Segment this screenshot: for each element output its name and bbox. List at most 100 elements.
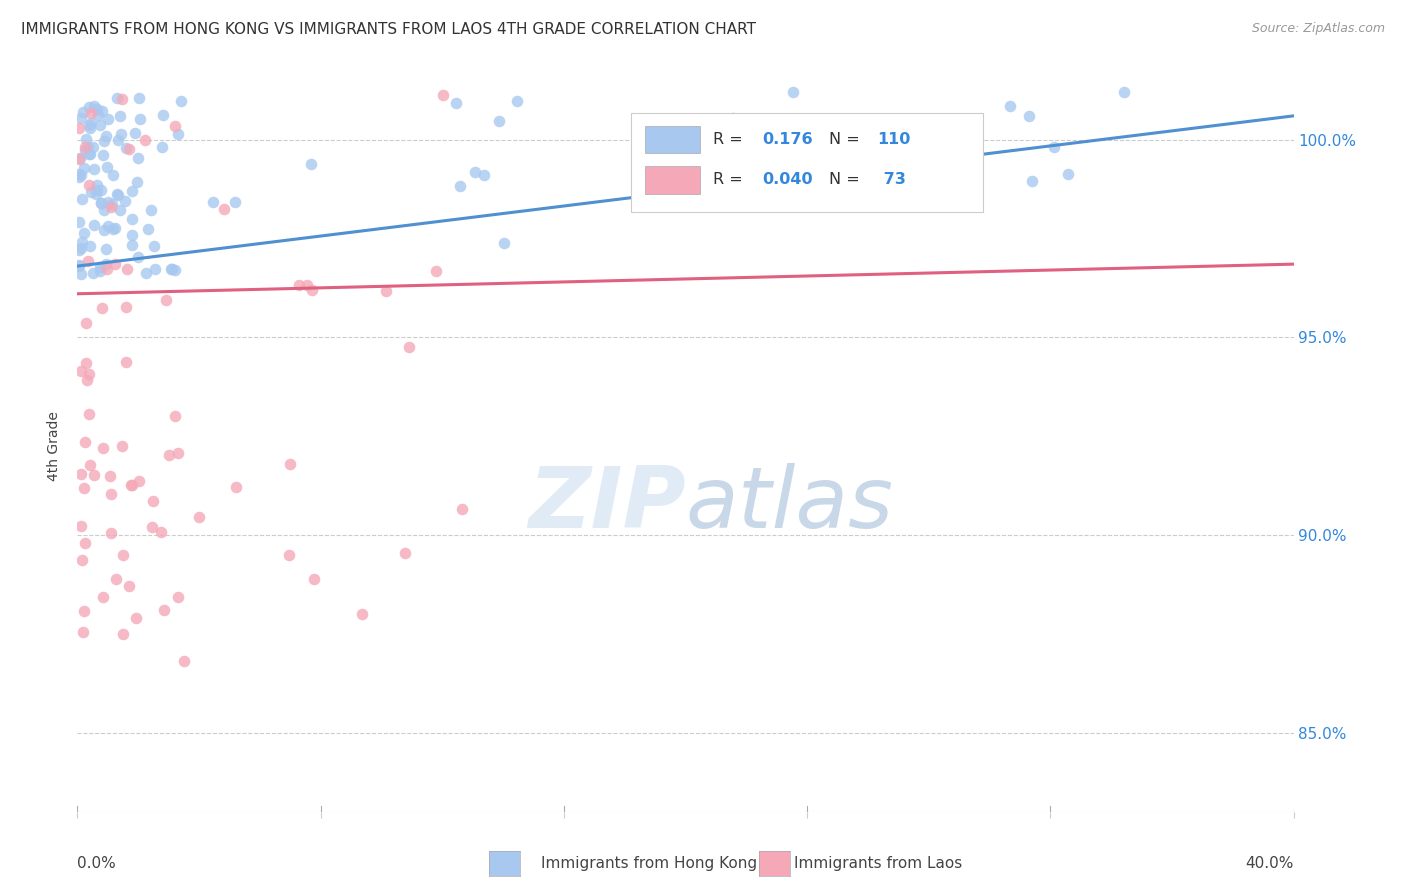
Point xyxy=(374,284,396,298)
Point xyxy=(67,121,90,136)
Point xyxy=(278,457,301,471)
Point xyxy=(124,126,146,140)
Text: R =: R = xyxy=(713,172,748,187)
Point xyxy=(149,524,172,539)
Point xyxy=(114,194,136,209)
Point xyxy=(167,446,190,460)
Point xyxy=(91,104,114,119)
Point xyxy=(98,468,121,483)
Point xyxy=(110,127,132,141)
Point xyxy=(163,409,186,423)
Point xyxy=(163,262,186,277)
Point xyxy=(67,243,90,257)
Point xyxy=(72,553,94,567)
Point xyxy=(69,267,91,281)
Point xyxy=(96,161,118,175)
Point xyxy=(84,187,107,202)
Point xyxy=(136,222,159,236)
Point xyxy=(79,238,101,252)
Point xyxy=(77,146,100,161)
Point xyxy=(352,607,374,621)
Point xyxy=(278,548,301,562)
Point xyxy=(69,241,91,255)
Point xyxy=(128,91,150,105)
Point xyxy=(83,219,105,233)
Point xyxy=(143,261,166,276)
Point xyxy=(93,134,115,148)
Point xyxy=(505,95,527,109)
Point xyxy=(394,546,416,560)
Point xyxy=(1043,139,1066,153)
Bar xyxy=(645,126,700,153)
Point xyxy=(301,283,323,297)
Point xyxy=(128,112,150,127)
Point xyxy=(70,235,93,250)
Point xyxy=(96,261,118,276)
Point xyxy=(77,178,100,192)
Text: Source: ZipAtlas.com: Source: ZipAtlas.com xyxy=(1251,22,1385,36)
Point xyxy=(73,143,96,157)
Text: N =: N = xyxy=(830,132,865,147)
Point xyxy=(160,261,183,276)
Point xyxy=(115,300,138,314)
Point xyxy=(143,239,166,253)
Point xyxy=(157,448,180,462)
Point xyxy=(97,112,120,126)
Point xyxy=(120,478,142,492)
Point xyxy=(101,222,124,236)
Point xyxy=(75,132,97,146)
Point xyxy=(77,407,100,421)
Point xyxy=(449,178,471,193)
Point xyxy=(94,128,117,143)
Point xyxy=(721,111,744,125)
Text: atlas: atlas xyxy=(686,463,893,546)
Point xyxy=(1057,167,1080,181)
Point xyxy=(297,278,319,293)
Point xyxy=(93,202,115,217)
Point xyxy=(75,356,97,370)
Text: 0.176: 0.176 xyxy=(762,132,813,147)
Point xyxy=(114,141,136,155)
Point xyxy=(72,104,94,119)
Point xyxy=(91,301,114,316)
Point xyxy=(89,118,111,132)
Point xyxy=(105,573,128,587)
Point xyxy=(108,203,131,218)
Point xyxy=(70,467,93,482)
Point xyxy=(97,195,120,210)
Point xyxy=(79,367,101,381)
Point xyxy=(90,183,112,197)
Point xyxy=(86,183,108,197)
Point xyxy=(82,266,104,280)
Point xyxy=(163,119,186,133)
Point xyxy=(134,133,156,147)
Y-axis label: 4th Grade: 4th Grade xyxy=(48,411,62,481)
Point xyxy=(104,221,127,235)
Text: R =: R = xyxy=(713,132,748,147)
Point xyxy=(73,161,96,175)
Point xyxy=(188,509,211,524)
Point xyxy=(114,355,136,369)
Point xyxy=(141,202,163,217)
Point xyxy=(225,480,247,494)
Point xyxy=(96,243,118,257)
Point xyxy=(94,257,117,271)
Point xyxy=(135,267,157,281)
Point xyxy=(75,317,97,331)
Point xyxy=(128,475,150,489)
Point xyxy=(1112,85,1135,99)
Point xyxy=(118,142,141,156)
Point xyxy=(492,235,515,250)
Point xyxy=(127,151,149,165)
Point xyxy=(488,114,510,128)
Point xyxy=(159,262,181,277)
Point xyxy=(302,572,325,586)
Point xyxy=(67,258,90,272)
Point xyxy=(115,262,138,277)
Point xyxy=(288,278,311,293)
Point xyxy=(167,590,190,604)
Point xyxy=(80,185,103,199)
Point xyxy=(152,603,174,617)
Point xyxy=(86,178,108,193)
Point xyxy=(155,293,177,307)
